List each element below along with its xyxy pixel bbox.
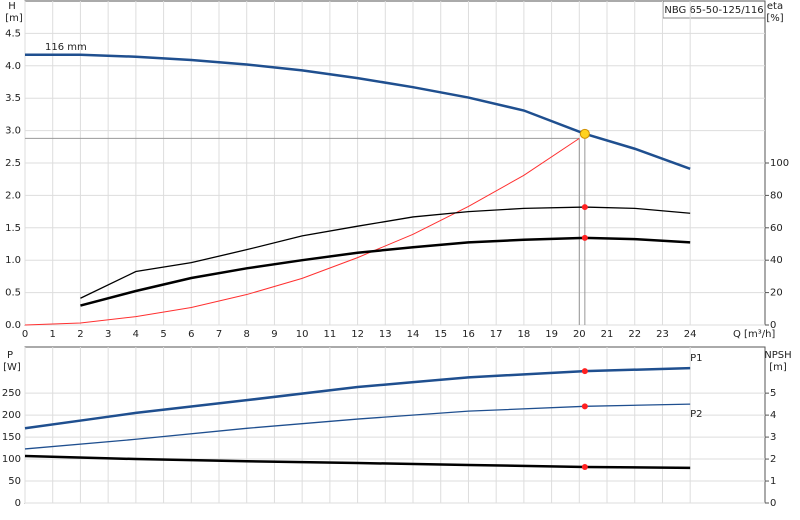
y-tick-label: 2.0 <box>5 190 21 201</box>
x-tick-label: 20 <box>573 329 586 340</box>
operating-point <box>581 234 588 241</box>
x-tick-label: 22 <box>628 329 641 340</box>
x-tick-label: 0 <box>22 329 28 340</box>
y-tick-label: 50 <box>8 476 21 487</box>
x-tick-label: 13 <box>379 329 392 340</box>
x-tick-label: 9 <box>271 329 277 340</box>
chart-title: NBG 65-50-125/116 <box>664 5 763 16</box>
y-axis-label: P <box>7 350 13 361</box>
y-tick-label: 2.5 <box>5 158 21 169</box>
y2-axis-unit: [%] <box>766 13 783 24</box>
series-label: P1 <box>690 353 702 364</box>
y-tick-label: 1.0 <box>5 255 21 266</box>
y-tick-label: 1.5 <box>5 223 21 234</box>
y2-tick-label: 40 <box>770 255 783 266</box>
y-tick-label: 100 <box>2 454 21 465</box>
y-tick-label: 150 <box>2 432 21 443</box>
y-tick-label: 250 <box>2 388 21 399</box>
x-tick-label: 5 <box>160 329 166 340</box>
y2-tick-label: 100 <box>770 158 789 169</box>
x-tick-label: 7 <box>216 329 222 340</box>
x-tick-label: 6 <box>188 329 194 340</box>
y-tick-label: 0.5 <box>5 288 21 299</box>
x-tick-label: 3 <box>105 329 111 340</box>
y-tick-label: 0 <box>15 498 21 509</box>
y2-tick-label: 1 <box>770 476 776 487</box>
series-line <box>80 206 691 299</box>
y2-tick-label: 0 <box>770 498 776 509</box>
x-tick-label: 14 <box>407 329 420 340</box>
y-tick-label: 200 <box>2 410 21 421</box>
y-tick-label: 0.0 <box>5 320 21 331</box>
y2-tick-label: 60 <box>770 223 783 234</box>
x-tick-label: 17 <box>490 329 503 340</box>
operating-point <box>581 204 588 211</box>
x-tick-label: 1 <box>50 329 56 340</box>
x-tick-label: 19 <box>545 329 558 340</box>
y-tick-label: 3.5 <box>5 93 21 104</box>
y-tick-label: 4.5 <box>5 28 21 39</box>
y-tick-label: 4.0 <box>5 61 21 72</box>
y2-tick-label: 5 <box>770 388 776 399</box>
duty-point <box>579 128 590 139</box>
operating-point <box>581 368 588 375</box>
y2-axis-label: NPSH <box>764 350 791 361</box>
x-tick-label: 4 <box>133 329 139 340</box>
y2-axis-unit: [m] <box>769 362 787 373</box>
y2-axis-label: eta <box>767 1 783 12</box>
y2-tick-label: 2 <box>770 454 776 465</box>
x-tick-label: 16 <box>462 329 475 340</box>
series-label: 116 mm <box>45 42 87 53</box>
y2-tick-label: 0 <box>770 320 776 331</box>
x-tick-label: 21 <box>601 329 614 340</box>
y2-tick-label: 3 <box>770 432 776 443</box>
x-tick-label: 10 <box>296 329 309 340</box>
y2-tick-label: 4 <box>770 410 776 421</box>
x-tick-label: 23 <box>656 329 669 340</box>
y2-tick-label: 20 <box>770 288 783 299</box>
x-tick-label: 2 <box>77 329 83 340</box>
x-tick-label: 11 <box>324 329 337 340</box>
y-axis-unit: [W] <box>3 362 21 373</box>
series-label: P2 <box>690 409 702 420</box>
x-tick-label: 24 <box>684 329 697 340</box>
series-line <box>24 366 691 430</box>
y-axis-unit: [m] <box>5 13 23 24</box>
x-tick-label: 8 <box>244 329 250 340</box>
operating-point <box>581 463 588 470</box>
x-tick-label: 15 <box>434 329 447 340</box>
y-tick-label: 3.0 <box>5 126 21 137</box>
x-axis-label: Q [m³/h] <box>733 329 775 340</box>
y-axis-label: H <box>8 1 16 12</box>
x-tick-label: 18 <box>518 329 531 340</box>
operating-point <box>581 403 588 410</box>
series-line <box>80 236 691 307</box>
y2-tick-label: 80 <box>770 190 783 201</box>
x-tick-label: 12 <box>351 329 364 340</box>
series-line <box>24 137 580 326</box>
